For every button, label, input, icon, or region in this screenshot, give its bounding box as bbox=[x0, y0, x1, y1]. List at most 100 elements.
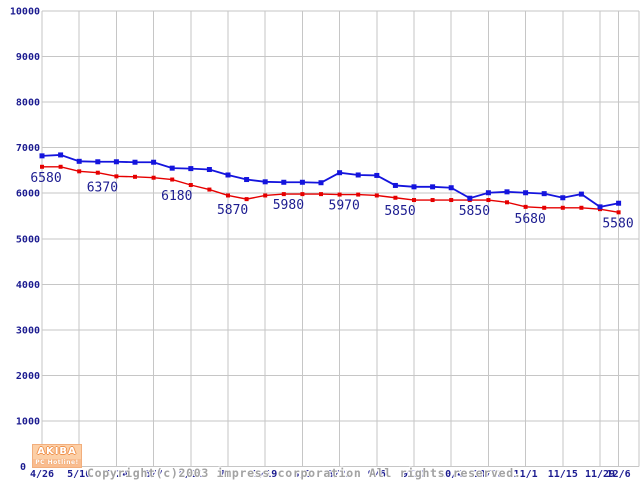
series-blue-average-price-marker bbox=[578, 191, 584, 197]
series-blue-average-price-marker bbox=[467, 195, 473, 201]
x-axis-tick-label: 5/24 bbox=[104, 469, 128, 480]
series-blue-average-price-marker bbox=[299, 179, 305, 185]
data-point-label: 6370 bbox=[87, 180, 118, 195]
x-axis-tick-label: 7/19 bbox=[253, 469, 277, 480]
series-blue-average-price-marker bbox=[169, 165, 175, 171]
series-blue-average-price-marker bbox=[225, 172, 231, 178]
data-point-label: 5850 bbox=[384, 204, 415, 219]
y-axis-tick-label: 4000 bbox=[16, 280, 40, 291]
data-point-label: 5580 bbox=[602, 216, 633, 231]
series-red-lowest-price-marker bbox=[58, 164, 63, 169]
x-axis-tick-label: 10/4 bbox=[439, 469, 463, 480]
series-red-lowest-price-marker bbox=[319, 192, 323, 197]
series-blue-average-price-marker bbox=[113, 159, 119, 165]
series-blue-average-price-marker bbox=[262, 179, 268, 185]
series-blue-average-price-marker bbox=[374, 172, 380, 178]
series-red-lowest-price-marker bbox=[356, 192, 361, 197]
y-axis-tick-label: 5000 bbox=[16, 234, 40, 245]
data-point-label: 5870 bbox=[217, 203, 248, 218]
x-axis-tick-label: 10/18 bbox=[473, 469, 503, 480]
x-axis-tick-label: 11/1 bbox=[514, 469, 538, 480]
series-red-lowest-price-marker bbox=[300, 192, 305, 197]
series-blue-average-price-marker bbox=[95, 159, 101, 165]
series-red-lowest-price-marker bbox=[560, 205, 565, 210]
series-blue-average-price-marker bbox=[188, 166, 194, 172]
akiba-logo: AKIBA PC Hotline! bbox=[32, 444, 82, 468]
y-axis-tick-label: 9000 bbox=[16, 52, 40, 63]
series-red-lowest-price-marker bbox=[95, 170, 100, 175]
data-point-label: 6580 bbox=[30, 171, 61, 186]
series-red-lowest-price-marker bbox=[207, 187, 212, 192]
series-red-lowest-price-marker bbox=[133, 174, 137, 179]
series-red-lowest-price-marker bbox=[430, 198, 435, 203]
series-red-lowest-price-marker bbox=[281, 192, 286, 197]
series-blue-average-price-marker bbox=[281, 179, 287, 185]
x-axis-tick-label: 11/15 bbox=[548, 469, 578, 480]
y-axis-tick-label: 6000 bbox=[16, 189, 40, 200]
series-red-lowest-price-marker bbox=[393, 195, 398, 200]
series-blue-average-price-marker bbox=[58, 152, 64, 158]
series-blue-average-price-marker bbox=[430, 184, 436, 190]
series-red-lowest-price-marker bbox=[486, 198, 491, 203]
y-axis-tick-label: 0 bbox=[20, 462, 26, 473]
series-blue-average-price-marker bbox=[39, 153, 45, 159]
y-axis-tick-label: 3000 bbox=[16, 325, 40, 336]
series-red-lowest-price-marker bbox=[412, 198, 416, 203]
series-blue-average-price-marker bbox=[411, 184, 417, 190]
series-red-lowest-price-marker bbox=[505, 200, 509, 205]
series-blue-average-price-marker bbox=[560, 195, 566, 201]
series-red-lowest-price-marker bbox=[542, 205, 547, 210]
series-blue-average-price-marker bbox=[597, 204, 603, 210]
x-axis-tick-label: 4/26 bbox=[30, 469, 54, 480]
series-red-lowest-price-marker bbox=[449, 198, 454, 203]
series-blue-average-price-marker bbox=[541, 191, 547, 197]
akiba-logo-subtitle: PC Hotline! bbox=[33, 459, 81, 467]
y-axis-tick-label: 7000 bbox=[16, 143, 40, 154]
series-blue-average-price-marker bbox=[355, 172, 361, 178]
x-axis-tick-label: 12/6 bbox=[607, 469, 631, 480]
y-axis-tick-label: 1000 bbox=[16, 416, 40, 427]
x-axis-tick-label: 9/20 bbox=[402, 469, 426, 480]
series-red-lowest-price-marker bbox=[523, 204, 528, 209]
x-axis-tick-label: 6/7 bbox=[145, 469, 163, 480]
akiba-logo-title: AKIBA bbox=[33, 445, 81, 459]
y-axis-tick-label: 2000 bbox=[16, 371, 40, 382]
series-red-lowest-price-marker bbox=[263, 193, 268, 198]
x-axis-tick-label: 6/21 bbox=[179, 469, 203, 480]
series-red-lowest-price-marker bbox=[77, 169, 82, 174]
series-red-lowest-price-marker bbox=[188, 183, 193, 188]
series-red-lowest-price-marker bbox=[151, 175, 156, 180]
data-point-label: 5980 bbox=[273, 198, 304, 213]
data-point-label: 5680 bbox=[515, 212, 546, 227]
data-point-label: 5970 bbox=[329, 199, 360, 214]
series-red-lowest-price-marker bbox=[40, 164, 44, 169]
y-axis-tick-label: 8000 bbox=[16, 98, 40, 109]
series-blue-average-price-marker bbox=[485, 190, 491, 196]
series-blue-average-price-marker bbox=[132, 159, 138, 165]
series-red-lowest-price-marker bbox=[244, 197, 249, 202]
series-red-lowest-price-marker bbox=[374, 193, 379, 198]
series-red-lowest-price-line bbox=[42, 166, 619, 214]
series-blue-average-price-marker bbox=[76, 158, 82, 164]
x-axis-tick-label: 11/29 bbox=[585, 469, 615, 480]
series-blue-average-price-marker bbox=[523, 190, 529, 196]
series-blue-average-price-marker bbox=[616, 200, 622, 206]
series-blue-average-price-line bbox=[41, 154, 619, 208]
x-axis-tick-label: 8/2 bbox=[293, 469, 311, 480]
series-red-lowest-price-marker bbox=[170, 177, 175, 182]
x-axis-tick-label: 8/23 bbox=[328, 469, 352, 480]
x-axis-tick-label: 5/10 bbox=[67, 469, 91, 480]
series-red-lowest-price-marker bbox=[579, 205, 584, 210]
x-axis-tick-label: 9/6 bbox=[368, 469, 386, 480]
x-axis-tick-label: 7/5 bbox=[219, 469, 237, 480]
series-blue-average-price-marker bbox=[337, 170, 343, 176]
series-blue-average-price-marker bbox=[448, 185, 454, 191]
copyright-notice: Copyright(c)2003 impress corporation All… bbox=[87, 443, 522, 480]
y-axis-tick-label: 10000 bbox=[10, 7, 40, 18]
series-red-lowest-price-marker bbox=[337, 192, 342, 197]
copyright-line-1: Copyright(c)2003 impress corporation All… bbox=[87, 466, 522, 480]
series-blue-average-price-marker bbox=[244, 177, 250, 183]
series-blue-average-price-marker bbox=[504, 189, 510, 195]
